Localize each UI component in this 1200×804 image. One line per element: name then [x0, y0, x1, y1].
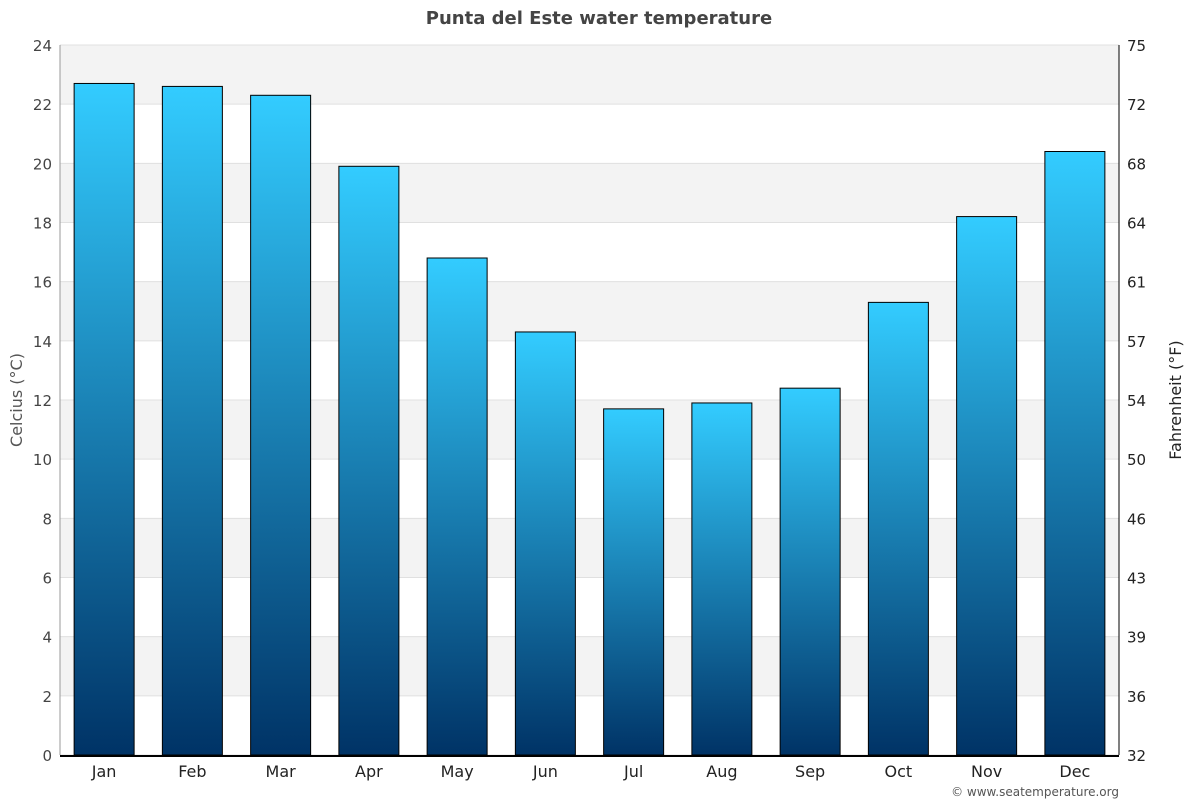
- y-tick-label: 12: [33, 392, 52, 410]
- bar-jan: [73, 82, 135, 756]
- grid-band: [60, 163, 1119, 223]
- y-axis-label: Celcius (°C): [7, 353, 26, 447]
- y2-tick-label: 61: [1127, 274, 1146, 292]
- x-tick-label: Dec: [1059, 762, 1090, 781]
- y2-tick-label: 54: [1127, 392, 1146, 410]
- y-tick-label: 24: [33, 37, 52, 55]
- y2-tick-label: 43: [1127, 570, 1146, 588]
- y-tick-label: 20: [33, 155, 52, 173]
- y2-axis-label: Fahrenheit (°F): [1166, 340, 1185, 459]
- grid-band: [60, 45, 1119, 105]
- y2-tick-label: 64: [1127, 215, 1146, 233]
- bar-sep: [779, 387, 841, 756]
- y2-tick-label: 50: [1127, 451, 1146, 469]
- bar-aug: [691, 402, 753, 756]
- y2-tick-label: 36: [1127, 688, 1146, 706]
- y-tick-label: 0: [42, 747, 52, 765]
- y-tick-label: 2: [42, 688, 52, 706]
- bar-oct: [867, 301, 929, 756]
- bar-dec: [1044, 151, 1106, 756]
- y-tick-label: 16: [33, 274, 52, 292]
- y2-tick-label: 32: [1127, 747, 1146, 765]
- y-tick-label: 6: [42, 570, 52, 588]
- y-tick-label: 18: [33, 215, 52, 233]
- y-tick-label: 14: [33, 333, 52, 351]
- grid-band: [60, 636, 1119, 696]
- y2-tick-label: 72: [1127, 96, 1146, 114]
- x-tick-label: Oct: [885, 762, 913, 781]
- bar-nov: [956, 216, 1018, 756]
- y2-tick-label: 57: [1127, 333, 1146, 351]
- x-tick-label: Sep: [795, 762, 825, 781]
- y2-tick-label: 68: [1127, 155, 1146, 173]
- credit[interactable]: © www.seatemperature.org: [951, 785, 1119, 799]
- y2-tick-label: 46: [1127, 510, 1146, 528]
- x-tick-label: Mar: [266, 762, 297, 781]
- x-tick-label: Jul: [623, 762, 643, 781]
- grid-band: [60, 518, 1119, 578]
- grid-band: [60, 281, 1119, 341]
- bar-may: [426, 257, 488, 756]
- y-tick-label: 10: [33, 451, 52, 469]
- bar-apr: [338, 165, 400, 756]
- bar-jun: [514, 331, 576, 756]
- x-tick-label: May: [441, 762, 474, 781]
- y-tick-label: 4: [42, 629, 52, 647]
- bar-feb: [161, 85, 223, 756]
- y-tick-label: 8: [42, 510, 52, 528]
- x-tick-label: Aug: [706, 762, 737, 781]
- x-tick-label: Jan: [91, 762, 117, 781]
- x-tick-label: Nov: [971, 762, 1002, 781]
- grid-band: [60, 400, 1119, 460]
- chart-title: Punta del Este water temperature: [426, 8, 772, 29]
- bar-jul: [603, 408, 665, 756]
- y2-tick-label: 39: [1127, 629, 1146, 647]
- x-tick-label: Feb: [178, 762, 206, 781]
- x-tick-label: Jun: [532, 762, 558, 781]
- y-tick-label: 22: [33, 96, 52, 114]
- x-tick-label: Apr: [355, 762, 383, 781]
- y2-tick-label: 75: [1127, 37, 1146, 55]
- bar-mar: [250, 94, 312, 756]
